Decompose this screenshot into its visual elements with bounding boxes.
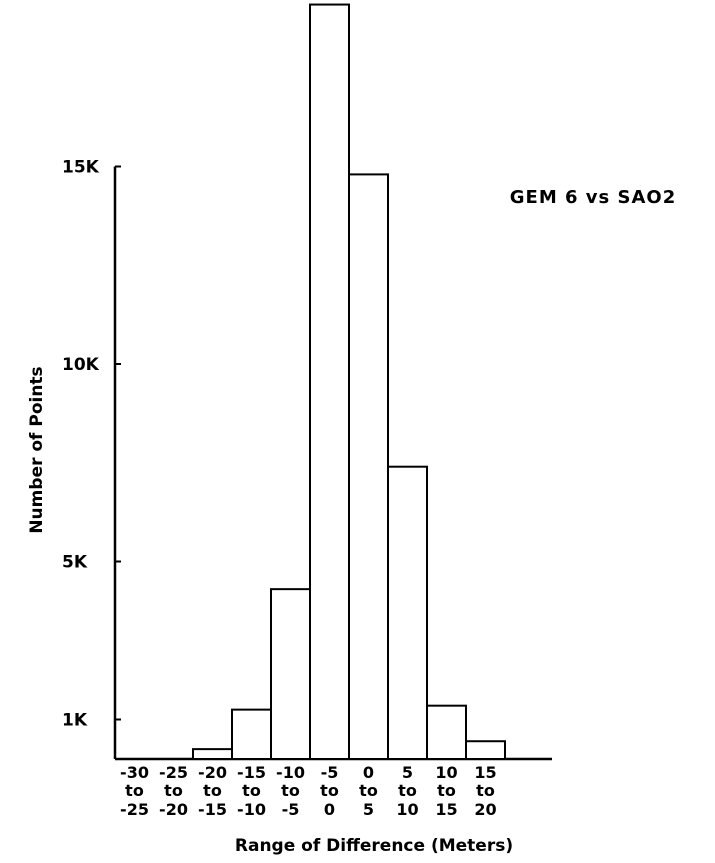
x-tick-label: 10 (396, 800, 418, 819)
x-tick-label: to (203, 781, 222, 800)
y-tick-label: 1K (62, 711, 88, 731)
x-tick-label: to (164, 781, 183, 800)
x-tick-label: to (242, 781, 261, 800)
x-tick-label: to (437, 781, 456, 800)
x-tick-label: -25 (120, 800, 149, 819)
bars-group (192, 3, 506, 761)
chart-annotation: GEM 6 vs SAO2 (510, 187, 676, 208)
x-tick-label: to (281, 781, 300, 800)
bar--5 to 0 (309, 3, 350, 761)
x-tick-label: to (320, 781, 339, 800)
y-tick-label: 15K (62, 158, 100, 178)
bar-15 to 20 (465, 740, 506, 760)
y-axis-label: Number of Points (27, 366, 47, 533)
x-tick-label: -10 (237, 800, 266, 819)
x-tick-label: -5 (282, 800, 300, 819)
y-tick-label: 10K (62, 355, 100, 375)
x-tick-label: to (359, 781, 378, 800)
bar-5 to 10 (387, 465, 428, 760)
x-tick-label: -5 (321, 763, 339, 782)
bar--20 to -15 (192, 748, 233, 760)
x-axis-label: Range of Difference (Meters) (235, 836, 513, 856)
x-tick-label: -10 (276, 763, 305, 782)
x-tick-label: to (398, 781, 417, 800)
bar-10 to 15 (426, 704, 467, 760)
x-tick-label: 10 (435, 763, 457, 782)
x-tick-label: -15 (198, 800, 227, 819)
x-tick-label: to (476, 781, 495, 800)
y-ticks-group: 1K 5K 10K 15K (62, 158, 121, 731)
x-category-labels-group: -30to-25-25to-20-20to-15-15to-10-10to-5-… (120, 763, 497, 819)
x-tick-label: 20 (474, 800, 496, 819)
bar--10 to -5 (270, 588, 311, 761)
x-tick-label: 15 (435, 800, 457, 819)
x-tick-label: 0 (324, 800, 335, 819)
x-tick-label: 0 (363, 763, 374, 782)
x-tick-label: -15 (237, 763, 266, 782)
x-tick-label: to (125, 781, 144, 800)
x-tick-label: -30 (120, 763, 149, 782)
y-tick-label: 5K (62, 553, 88, 573)
x-tick-label: 15 (474, 763, 496, 782)
bar-0 to 5 (348, 173, 389, 760)
x-tick-label: 5 (402, 763, 413, 782)
x-tick-label: -20 (159, 800, 188, 819)
x-tick-label: 5 (363, 800, 374, 819)
x-tick-label: -20 (198, 763, 227, 782)
bar--15 to -10 (231, 708, 272, 760)
x-tick-label: -25 (159, 763, 188, 782)
